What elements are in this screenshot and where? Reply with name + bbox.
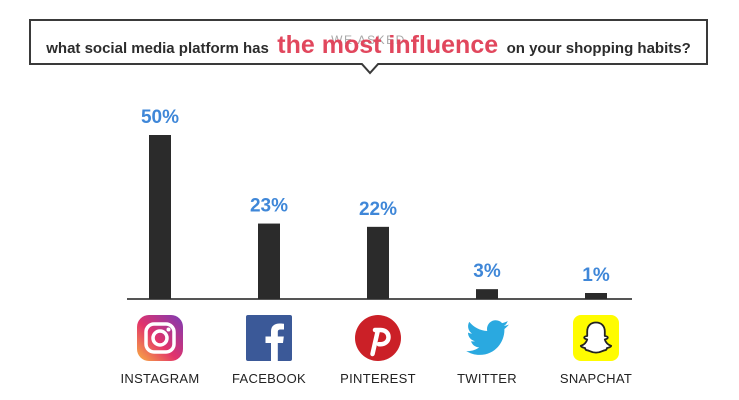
eyebrow-label: WE ASKED xyxy=(323,33,414,47)
bar-pinterest xyxy=(367,226,389,299)
question-prefix: what social media platform has xyxy=(46,40,269,57)
survey-question: what social media platform has the most … xyxy=(29,31,708,60)
value-label-pinterest: 22% xyxy=(359,199,397,220)
category-label-twitter: TWITTER xyxy=(457,371,517,386)
category-label-instagram: INSTAGRAM xyxy=(120,371,199,386)
category-label-pinterest: PINTEREST xyxy=(340,371,416,386)
question-banner: WE ASKED xyxy=(29,19,708,65)
question-emphasis: the most influence xyxy=(277,31,499,59)
category-label-snapchat: SNAPCHAT xyxy=(560,371,632,386)
snapchat-icon xyxy=(573,315,619,361)
value-label-instagram: 50% xyxy=(141,107,179,128)
twitter-icon xyxy=(466,320,509,355)
facebook-icon xyxy=(246,315,292,361)
instagram-icon xyxy=(137,315,183,361)
bar-twitter xyxy=(476,289,498,299)
eyebrow-container: WE ASKED xyxy=(31,31,706,47)
value-label-snapchat: 1% xyxy=(582,265,610,286)
pinterest-icon xyxy=(355,315,401,361)
banner-pointer-icon xyxy=(361,63,379,75)
bar-snapchat xyxy=(585,293,607,299)
bar-instagram xyxy=(149,135,171,299)
value-label-twitter: 3% xyxy=(473,261,501,282)
question-suffix: on your shopping habits? xyxy=(506,40,691,57)
bar-facebook xyxy=(258,223,280,299)
category-label-facebook: FACEBOOK xyxy=(232,371,306,386)
value-label-facebook: 23% xyxy=(250,196,288,217)
